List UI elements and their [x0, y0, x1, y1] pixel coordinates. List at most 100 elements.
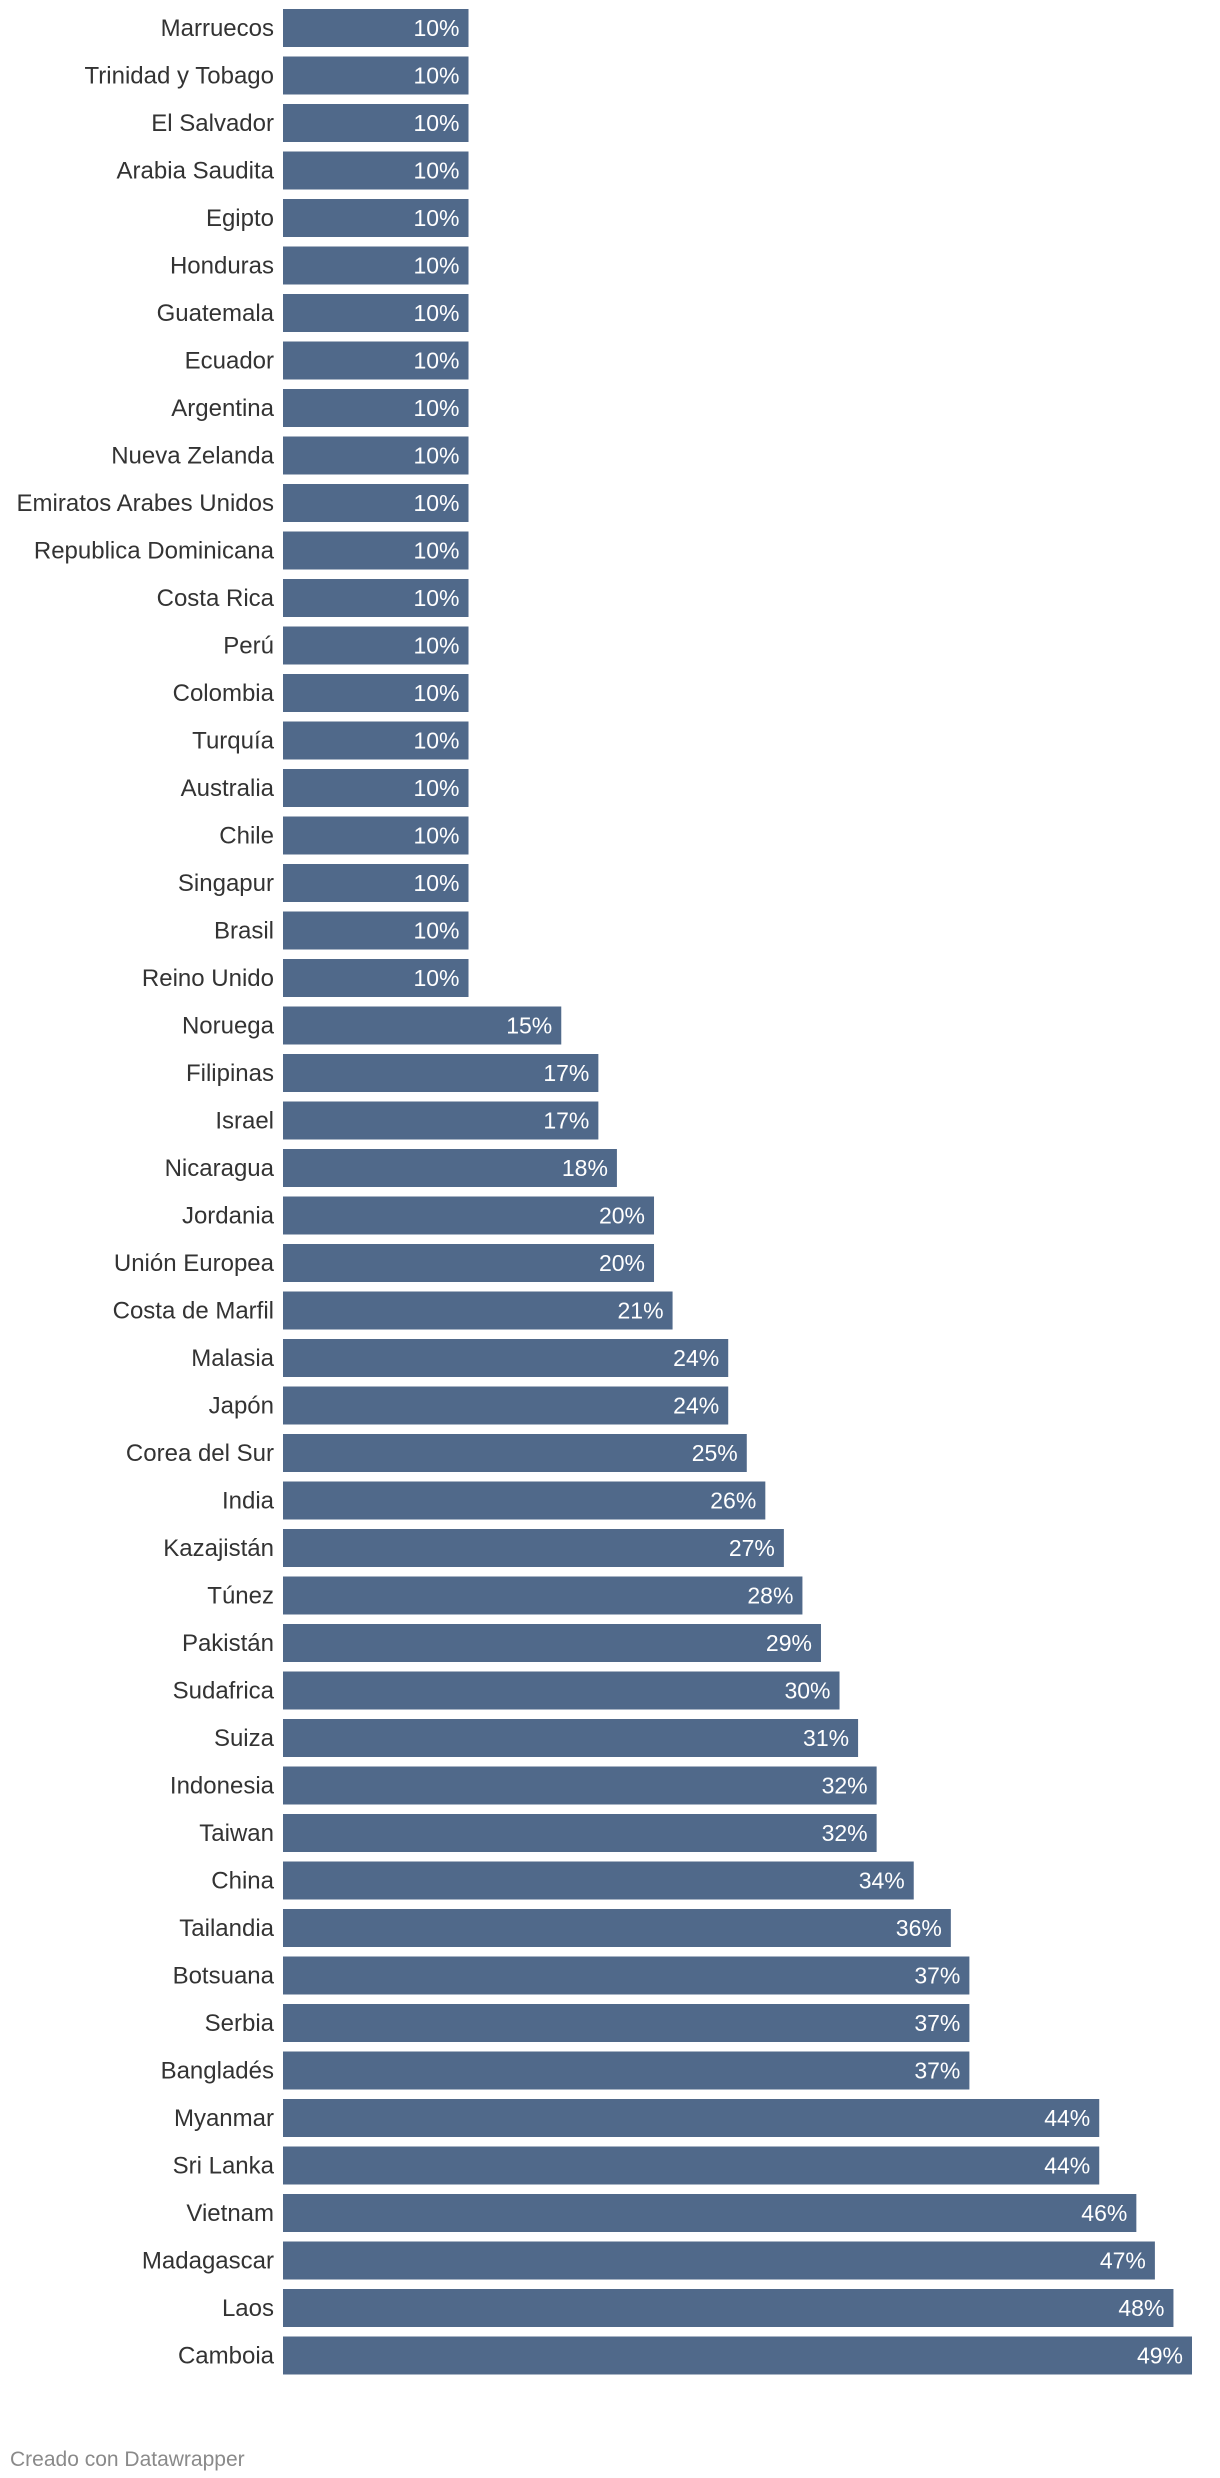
bar-32: [283, 1529, 784, 1567]
category-label: Tailandia: [179, 1915, 274, 1942]
value-label: 10%: [413, 965, 459, 991]
bar-37: [283, 1766, 877, 1805]
value-label: 10%: [413, 63, 459, 89]
category-label: Costa de Marfil: [113, 1298, 274, 1325]
value-label: 18%: [562, 1155, 608, 1181]
value-label: 10%: [413, 775, 459, 801]
value-label: 29%: [766, 1630, 812, 1656]
bar-42: [283, 2004, 970, 2042]
category-label: Brasil: [214, 918, 274, 945]
bar-19: [283, 911, 469, 950]
bar-34: [283, 1624, 821, 1662]
bar-22: [283, 1054, 599, 1092]
value-label: 10%: [413, 205, 459, 231]
value-label: 48%: [1118, 2295, 1164, 2321]
category-label: Bangladés: [161, 2058, 274, 2085]
bar-26: [283, 1244, 655, 1282]
category-label: El Salvador: [151, 110, 274, 137]
bar-48: [283, 2289, 1174, 2327]
value-label: 31%: [803, 1725, 849, 1751]
category-label: Myanmar: [174, 2105, 274, 2132]
bar-27: [283, 1291, 673, 1330]
value-label: 10%: [413, 870, 459, 896]
bar-5: [283, 246, 469, 285]
bar-6: [283, 294, 469, 332]
value-label: 10%: [413, 110, 459, 136]
category-label: Unión Europea: [114, 1250, 275, 1277]
bar-39: [283, 1861, 914, 1900]
category-label: Laos: [222, 2295, 274, 2322]
category-label: Filipinas: [186, 1060, 274, 1087]
bar-23: [283, 1101, 599, 1140]
category-label: Perú: [223, 633, 274, 660]
value-label: 26%: [710, 1488, 756, 1514]
bar-30: [283, 1434, 747, 1472]
value-label: 46%: [1081, 2200, 1127, 2226]
category-label: Arabia Saudita: [117, 158, 275, 185]
value-label: 10%: [413, 253, 459, 279]
category-label: Malasia: [191, 1345, 274, 1372]
value-label: 25%: [692, 1440, 738, 1466]
value-label: 30%: [784, 1678, 830, 1704]
value-label: 36%: [896, 1915, 942, 1941]
bar-41: [283, 1956, 970, 1995]
category-label: Argentina: [171, 395, 274, 422]
category-label: Pakistán: [182, 1630, 274, 1657]
bar-38: [283, 1814, 877, 1852]
value-label: 10%: [413, 348, 459, 374]
bar-35: [283, 1671, 840, 1710]
category-label: Kazajistán: [163, 1535, 274, 1562]
value-label: 34%: [859, 1868, 905, 1894]
bar-13: [283, 626, 469, 665]
category-label: Egipto: [206, 205, 274, 232]
value-label: 10%: [413, 490, 459, 516]
category-label: Noruega: [182, 1013, 275, 1040]
value-label: 10%: [413, 443, 459, 469]
category-label: Emiratos Arabes Unidos: [17, 490, 274, 517]
bar-28: [283, 1339, 729, 1377]
category-label: Singapur: [178, 870, 274, 897]
value-label: 17%: [543, 1108, 589, 1134]
category-label: Madagascar: [142, 2248, 274, 2275]
category-label: Indonesia: [170, 1773, 275, 1800]
bar-49: [283, 2336, 1192, 2375]
value-label: 24%: [673, 1345, 719, 1371]
category-label: Ecuador: [185, 348, 274, 375]
value-label: 24%: [673, 1393, 719, 1419]
value-label: 37%: [914, 2010, 960, 2036]
category-label: Jordania: [182, 1203, 275, 1230]
bar-20: [283, 959, 469, 997]
category-label: Nicaragua: [165, 1155, 275, 1182]
category-label: Chile: [219, 823, 274, 850]
bar-21: [283, 1006, 562, 1045]
value-label: 10%: [413, 538, 459, 564]
value-label: 10%: [413, 633, 459, 659]
value-label: 10%: [413, 300, 459, 326]
category-label: Camboia: [178, 2343, 275, 2370]
category-label: China: [211, 1868, 274, 1895]
value-label: 32%: [822, 1773, 868, 1799]
category-label: Corea del Sur: [126, 1440, 274, 1467]
category-label: Vietnam: [186, 2200, 274, 2227]
bar-16: [283, 769, 469, 807]
bar-29: [283, 1386, 729, 1425]
category-label: Honduras: [170, 253, 274, 280]
bar-45: [283, 2146, 1100, 2185]
category-label: Botsuana: [173, 1963, 275, 1990]
value-label: 49%: [1137, 2343, 1183, 2369]
category-label: Japón: [209, 1393, 274, 1420]
value-label: 10%: [413, 15, 459, 41]
category-label: Sri Lanka: [173, 2153, 275, 2180]
bar-24: [283, 1149, 617, 1187]
bar-15: [283, 721, 469, 760]
value-label: 10%: [413, 395, 459, 421]
bar-0: [283, 9, 469, 47]
value-label: 28%: [747, 1583, 793, 1609]
category-label: Túnez: [207, 1583, 274, 1610]
bar-17: [283, 816, 469, 855]
credit-footer: Creado con Datawrapper: [10, 2448, 245, 2471]
value-label: 10%: [413, 680, 459, 706]
category-label: Marruecos: [161, 15, 274, 42]
value-label: 10%: [413, 728, 459, 754]
